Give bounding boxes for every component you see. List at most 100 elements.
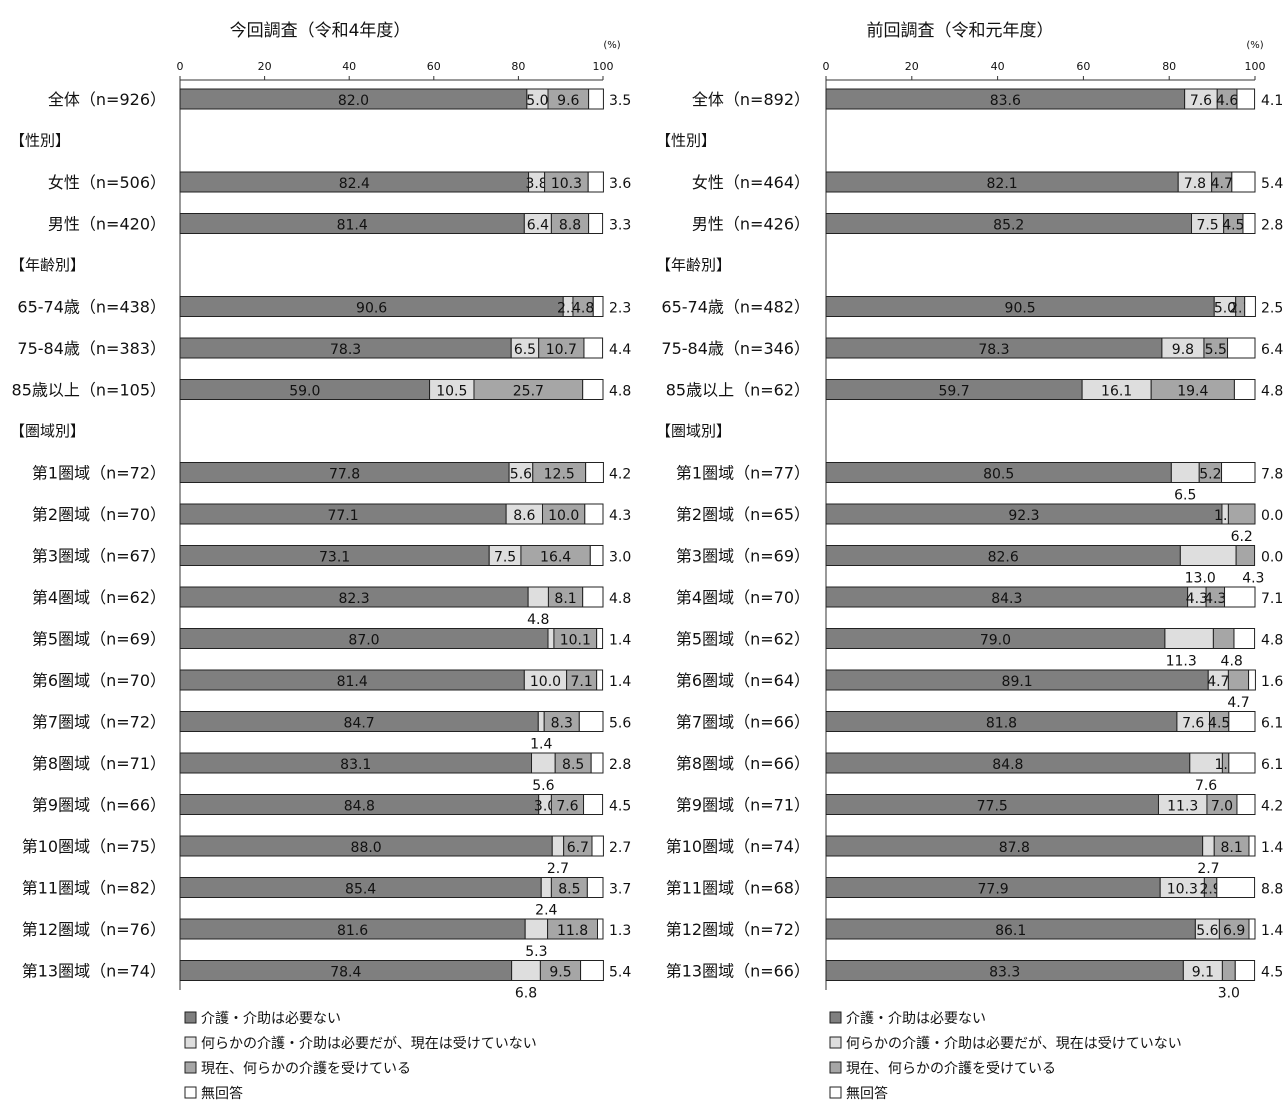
data-label: 12.5 <box>544 467 575 483</box>
row-label: 第7圏域（n=66） <box>676 713 810 732</box>
data-label: 59.0 <box>289 384 320 400</box>
data-label: 5.0 <box>526 93 548 109</box>
bar-segment-s4 <box>580 960 604 981</box>
row-label: 85歳以上（n=62） <box>666 381 810 400</box>
row-label: 第2圏域（n=65） <box>676 505 810 524</box>
data-label: 81.4 <box>337 674 368 690</box>
bar-segment-s4 <box>583 794 604 815</box>
x-tick-label: 100 <box>1245 60 1266 73</box>
bar-segment-s4 <box>1244 296 1256 317</box>
data-label: 8.8 <box>1261 882 1283 898</box>
bar-segment-s2 <box>540 877 552 898</box>
bar-segment-s4 <box>1233 628 1256 649</box>
data-label: 90.5 <box>1005 301 1036 317</box>
bar-segment-s4 <box>1233 379 1256 400</box>
row-label: 第6圏域（n=64） <box>676 671 810 690</box>
data-label: 16.4 <box>540 550 571 566</box>
data-label: 11.3 <box>1167 799 1198 815</box>
data-label: 3.5 <box>609 93 631 109</box>
data-label: 59.7 <box>938 384 969 400</box>
data-label: 4.7 <box>1207 674 1229 690</box>
row-label: 第7圏域（n=72） <box>32 713 166 732</box>
section-label: 【性別】 <box>10 132 70 150</box>
data-label: 5.4 <box>609 965 631 981</box>
data-label: 4.5 <box>1222 218 1244 234</box>
data-label: 2.7 <box>609 840 631 856</box>
bar-segment-s4 <box>588 88 604 110</box>
data-label: 4.8 <box>1261 633 1283 649</box>
data-label: 8.1 <box>1220 840 1242 856</box>
bar-segment-s4 <box>587 171 604 193</box>
data-label: 1.4 <box>609 674 631 690</box>
data-label: 85.4 <box>345 882 376 898</box>
bar-segment-s2 <box>1164 628 1214 649</box>
x-tick-label: 0 <box>177 60 184 73</box>
data-label: 7.8 <box>1184 176 1206 192</box>
data-label: 81.8 <box>986 716 1017 732</box>
data-label-below: 2.4 <box>535 903 557 919</box>
data-label-below: 3.0 <box>1218 986 1240 1002</box>
data-label: 4.6 <box>1216 93 1238 109</box>
row-label: 65-74歳（n=438） <box>17 298 166 317</box>
unit-label: (%) <box>603 40 620 51</box>
row-label: 第10圏域（n=75） <box>22 837 166 856</box>
data-label-below: 4.8 <box>527 612 549 628</box>
legend-label: 何らかの介護・介助は必要だが、現在は受けていない <box>201 1036 537 1052</box>
section-label: 【性別】 <box>656 132 716 150</box>
section-label: 【年齢別】 <box>656 256 731 274</box>
data-label: 7.6 <box>556 799 578 815</box>
bar-segment-s4 <box>1231 171 1256 193</box>
data-label: 2.8 <box>609 757 631 773</box>
bar-segment-s3 <box>1212 628 1235 649</box>
bar-segment-s4 <box>1234 960 1256 981</box>
bar-segment-s2 <box>1202 835 1215 857</box>
bar-segment-s4 <box>582 586 604 608</box>
data-label: 82.4 <box>339 176 370 192</box>
bar-segment-s4 <box>1236 88 1256 110</box>
data-label: 9.6 <box>557 93 579 109</box>
data-label: 6.7 <box>567 840 589 856</box>
data-label-below: 11.3 <box>1166 654 1197 670</box>
data-label: 81.6 <box>337 923 368 939</box>
bar-segment-s4 <box>1228 752 1256 774</box>
data-label: 7.0 <box>1211 799 1233 815</box>
bar-segment-s2 <box>547 628 555 649</box>
data-label: 4.3 <box>1186 591 1208 607</box>
data-label: 4.3 <box>609 508 631 524</box>
x-tick-label: 20 <box>905 60 919 73</box>
bar-segment-s4 <box>1227 337 1256 359</box>
bar-segment-s4 <box>586 877 604 898</box>
bar-segment-s4 <box>592 296 604 317</box>
data-label: 5.2 <box>1199 467 1221 483</box>
x-tick-label: 20 <box>258 60 272 73</box>
row-label: 第1圏域（n=72） <box>32 464 166 483</box>
bar-segment-s4 <box>1248 669 1256 691</box>
data-label: 73.1 <box>319 550 350 566</box>
row-label: 第13圏域（n=74） <box>22 962 166 981</box>
legend-swatch-s4 <box>829 1086 842 1099</box>
data-label-below: 4.3 <box>1242 571 1264 587</box>
data-label: 2.9 <box>1199 882 1221 898</box>
data-label: 6.4 <box>527 218 549 234</box>
data-label: 4.4 <box>609 342 631 358</box>
bar-segment-s2 <box>551 835 565 857</box>
data-label: 3.6 <box>609 176 631 192</box>
data-label: 1.4 <box>1261 923 1283 939</box>
data-label: 4.3 <box>1204 591 1226 607</box>
row-label: 第4圏域（n=62） <box>32 588 166 607</box>
chart-title: 今回調査（令和4年度） <box>230 21 411 41</box>
data-label: 92.3 <box>1008 508 1039 524</box>
bar-segment-s4 <box>1242 213 1256 234</box>
bar-segment-s4 <box>1236 794 1256 815</box>
bar-segment-s2 <box>511 960 541 981</box>
data-label-below: 7.6 <box>1195 778 1217 794</box>
x-tick-label: 100 <box>593 60 614 73</box>
bar-segment-s3 <box>1221 960 1236 981</box>
legend-swatch-s2 <box>184 1036 197 1049</box>
legend-swatch-s4 <box>184 1086 197 1099</box>
bar-segment-s4 <box>590 752 604 774</box>
data-label-below: 5.6 <box>532 778 554 794</box>
legend-swatch-s1 <box>184 1011 197 1024</box>
bar-segment-s4 <box>588 213 604 234</box>
data-label: 10.5 <box>436 384 467 400</box>
